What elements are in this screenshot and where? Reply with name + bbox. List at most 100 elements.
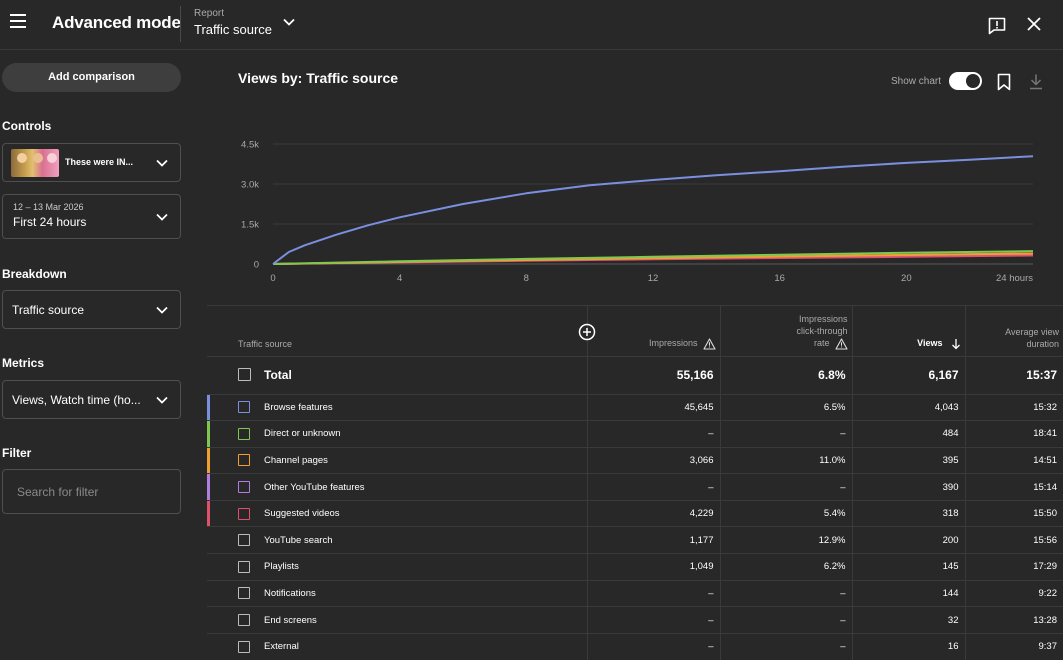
table-row[interactable]: Channel pages 3,066 11.0% 395 14:51 <box>207 446 1063 474</box>
sidebar: Add comparison Controls These were IN...… <box>0 50 200 660</box>
metrics-label: Metrics <box>2 356 45 370</box>
row-avg-view-duration: 15:50 <box>964 499 1063 527</box>
table-row[interactable]: YouTube search 1,177 12.9% 200 15:56 <box>207 526 1063 554</box>
row-checkbox[interactable] <box>238 427 250 440</box>
warning-icon <box>702 337 716 350</box>
row-checkbox[interactable] <box>238 587 250 600</box>
row-name-cell: Browse features <box>207 393 587 421</box>
menu-icon[interactable] <box>10 14 26 30</box>
report-selector[interactable]: Report Traffic source <box>194 8 272 37</box>
header-divider <box>180 6 181 42</box>
row-name-cell: Other YouTube features <box>207 473 587 501</box>
row-avg-view-duration: 17:29 <box>964 553 1063 581</box>
series-color-bar <box>207 421 210 447</box>
x-tick-label: 24 hours <box>996 273 1033 284</box>
row-avg-view-duration: 14:51 <box>964 446 1063 474</box>
total-impressions: 55,166 <box>586 355 720 394</box>
row-impressions: – <box>586 473 720 501</box>
row-views: 200 <box>851 526 965 554</box>
table-row[interactable]: Direct or unknown – –484 18:41 <box>207 420 1063 448</box>
filter-input[interactable] <box>2 469 181 514</box>
row-impressions: – <box>586 420 720 448</box>
row-ctr: – <box>719 606 852 634</box>
row-views: 395 <box>851 446 965 474</box>
y-tick-label: 3.0k <box>241 180 259 191</box>
header-ctr-line3: rate <box>813 337 830 348</box>
table-row[interactable]: External – –16 9:37 <box>207 632 1063 660</box>
row-impressions: 1,049 <box>586 553 720 581</box>
add-comparison-button[interactable]: Add comparison <box>2 63 181 92</box>
header-ctr[interactable]: Impressions click-through rate <box>719 306 852 356</box>
x-tick-label: 8 <box>524 273 529 284</box>
breakdown-selector[interactable]: Traffic source <box>2 290 181 329</box>
table-row[interactable]: Playlists 1,049 6.2% 145 17:29 <box>207 553 1063 581</box>
metrics-selector[interactable]: Views, Watch time (ho... <box>2 380 181 419</box>
row-views: 390 <box>851 473 965 501</box>
table-header-row: Traffic source Impressions Impressions cl… <box>207 306 1063 356</box>
header-avg-view-duration[interactable]: Average view duration <box>964 306 1063 356</box>
table-row[interactable]: Other YouTube features – –390 15:14 <box>207 473 1063 501</box>
video-selector[interactable]: These were IN... <box>2 143 181 182</box>
header-views[interactable]: Views <box>851 306 965 356</box>
total-label: Total <box>264 368 292 382</box>
row-checkbox[interactable] <box>238 560 250 573</box>
series-line <box>272 155 1034 265</box>
date-range-selector[interactable]: 12 – 13 Mar 2026 First 24 hours <box>2 194 181 239</box>
report-label: Report <box>194 8 225 19</box>
row-impressions: – <box>586 632 720 660</box>
row-ctr: 5.4% <box>719 499 852 527</box>
close-icon[interactable] <box>1026 16 1042 32</box>
breakdown-value: Traffic source <box>12 302 85 317</box>
bookmark-icon[interactable] <box>996 73 1012 91</box>
row-ctr: – <box>719 632 852 660</box>
x-tick-label: 20 <box>901 273 912 284</box>
row-ctr: 6.5% <box>719 393 852 421</box>
row-name: External <box>264 641 299 653</box>
breakdown-label: Breakdown <box>2 267 67 281</box>
chart-title: Views by: Traffic source <box>238 70 399 86</box>
x-tick-label: 12 <box>648 273 659 284</box>
row-checkbox[interactable] <box>238 614 250 627</box>
metrics-value: Views, Watch time (ho... <box>12 392 141 407</box>
row-views: 318 <box>851 499 965 527</box>
row-avg-view-duration: 15:32 <box>964 393 1063 421</box>
row-name: Suggested videos <box>264 508 340 520</box>
row-avg-view-duration: 9:37 <box>964 632 1063 660</box>
add-column-icon[interactable] <box>578 323 596 341</box>
total-checkbox[interactable] <box>238 368 251 381</box>
total-avg-view-duration: 15:37 <box>964 355 1063 394</box>
row-impressions: – <box>586 579 720 607</box>
header-avd-line2: duration <box>1026 338 1059 349</box>
header-impressions[interactable]: Impressions <box>586 306 720 356</box>
row-ctr: 12.9% <box>719 526 852 554</box>
header-traffic-source[interactable]: Traffic source <box>238 338 293 349</box>
show-chart-toggle[interactable] <box>949 72 982 90</box>
row-checkbox[interactable] <box>238 507 250 520</box>
row-checkbox[interactable] <box>238 454 250 467</box>
row-impressions: 1,177 <box>586 526 720 554</box>
row-impressions: 45,645 <box>586 393 720 421</box>
table-row[interactable]: Notifications – –144 9:22 <box>207 579 1063 607</box>
row-checkbox[interactable] <box>238 534 250 547</box>
row-views: 145 <box>851 553 965 581</box>
row-ctr: – <box>719 420 852 448</box>
row-checkbox[interactable] <box>238 481 250 494</box>
row-views: 4,043 <box>851 393 965 421</box>
date-range-text: 12 – 13 Mar 2026 <box>13 202 84 212</box>
row-checkbox[interactable] <box>238 640 250 653</box>
x-tick-label: 0 <box>270 273 275 284</box>
download-icon[interactable] <box>1028 73 1044 91</box>
table-row[interactable]: Browse features 45,645 6.5% 4,043 15:32 <box>207 393 1063 421</box>
feedback-icon[interactable] <box>987 16 1007 36</box>
table-row[interactable]: Suggested videos 4,229 5.4% 318 15:50 <box>207 499 1063 527</box>
series-color-bar <box>207 394 210 421</box>
table-row[interactable]: End screens – –32 13:28 <box>207 606 1063 634</box>
row-checkbox[interactable] <box>238 401 250 414</box>
row-impressions: 3,066 <box>586 446 720 474</box>
video-thumbnail <box>11 149 59 177</box>
row-name: Notifications <box>264 587 316 599</box>
chevron-down-icon <box>156 306 168 314</box>
series-color-bar <box>207 474 210 500</box>
date-range-value: First 24 hours <box>13 215 87 229</box>
chevron-down-icon[interactable] <box>282 15 296 29</box>
